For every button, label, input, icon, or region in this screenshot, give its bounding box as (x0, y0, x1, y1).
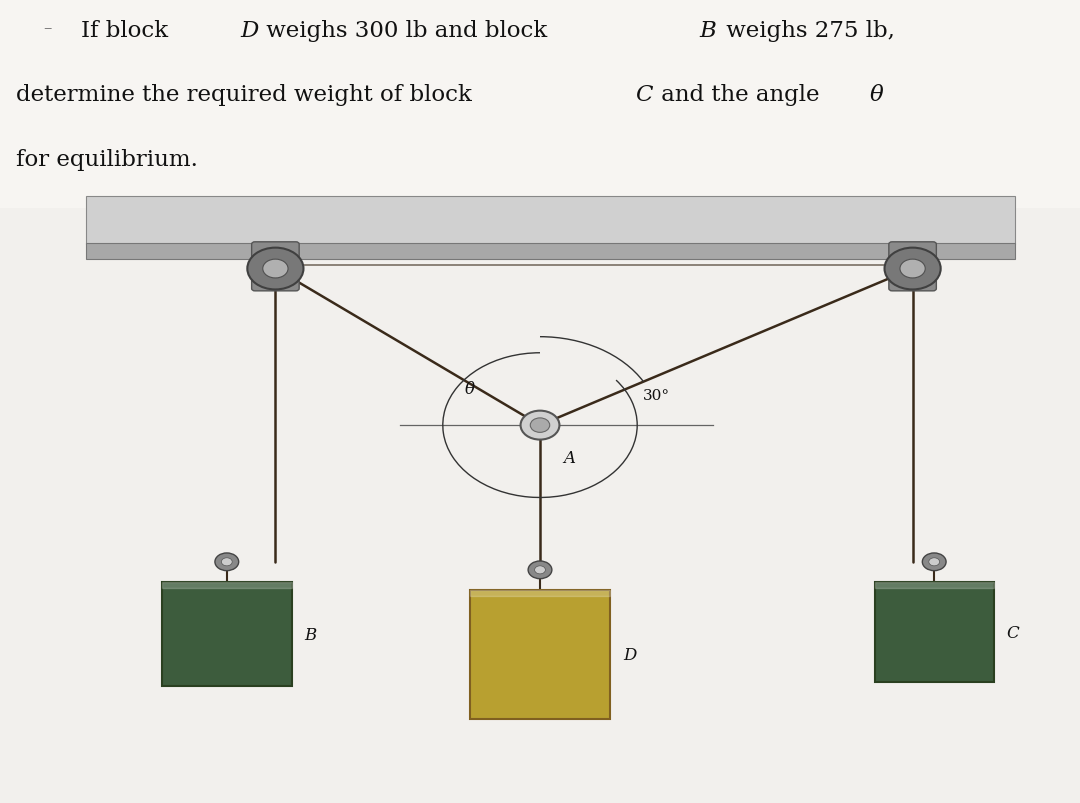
Text: θ: θ (869, 84, 883, 106)
Bar (162, 582, 292, 687)
Text: D: D (623, 646, 636, 663)
Text: and the angle: and the angle (654, 84, 827, 106)
Bar (875, 582, 994, 683)
Circle shape (922, 553, 946, 571)
Text: D: D (241, 20, 259, 42)
Text: If block: If block (81, 20, 175, 42)
Circle shape (900, 260, 926, 279)
Text: C: C (1007, 624, 1020, 641)
Circle shape (885, 248, 941, 290)
Circle shape (521, 411, 559, 440)
Circle shape (535, 566, 545, 574)
Text: C: C (635, 84, 652, 106)
Text: B: B (700, 20, 717, 42)
Circle shape (247, 248, 303, 290)
Circle shape (929, 558, 940, 566)
Bar (0, 0, 1080, 209)
Bar (162, 582, 292, 589)
Circle shape (221, 558, 232, 566)
Bar (86, 197, 1015, 245)
Circle shape (530, 418, 550, 433)
Bar (470, 590, 610, 719)
Text: B: B (305, 626, 316, 643)
Text: θ: θ (464, 381, 475, 398)
Text: weighs 300 lb and block: weighs 300 lb and block (259, 20, 555, 42)
Bar (875, 582, 994, 589)
Text: –: – (43, 20, 52, 37)
FancyBboxPatch shape (252, 243, 299, 291)
FancyBboxPatch shape (889, 243, 936, 291)
Circle shape (528, 561, 552, 579)
Circle shape (215, 553, 239, 571)
Text: 30°: 30° (643, 388, 670, 402)
Bar (86, 243, 1015, 259)
Text: determine the required weight of block: determine the required weight of block (16, 84, 480, 106)
Circle shape (262, 260, 288, 279)
Text: for equilibrium.: for equilibrium. (16, 149, 198, 170)
Bar (470, 590, 610, 597)
Text: A: A (564, 449, 576, 467)
Text: weighs 275 lb,: weighs 275 lb, (719, 20, 895, 42)
